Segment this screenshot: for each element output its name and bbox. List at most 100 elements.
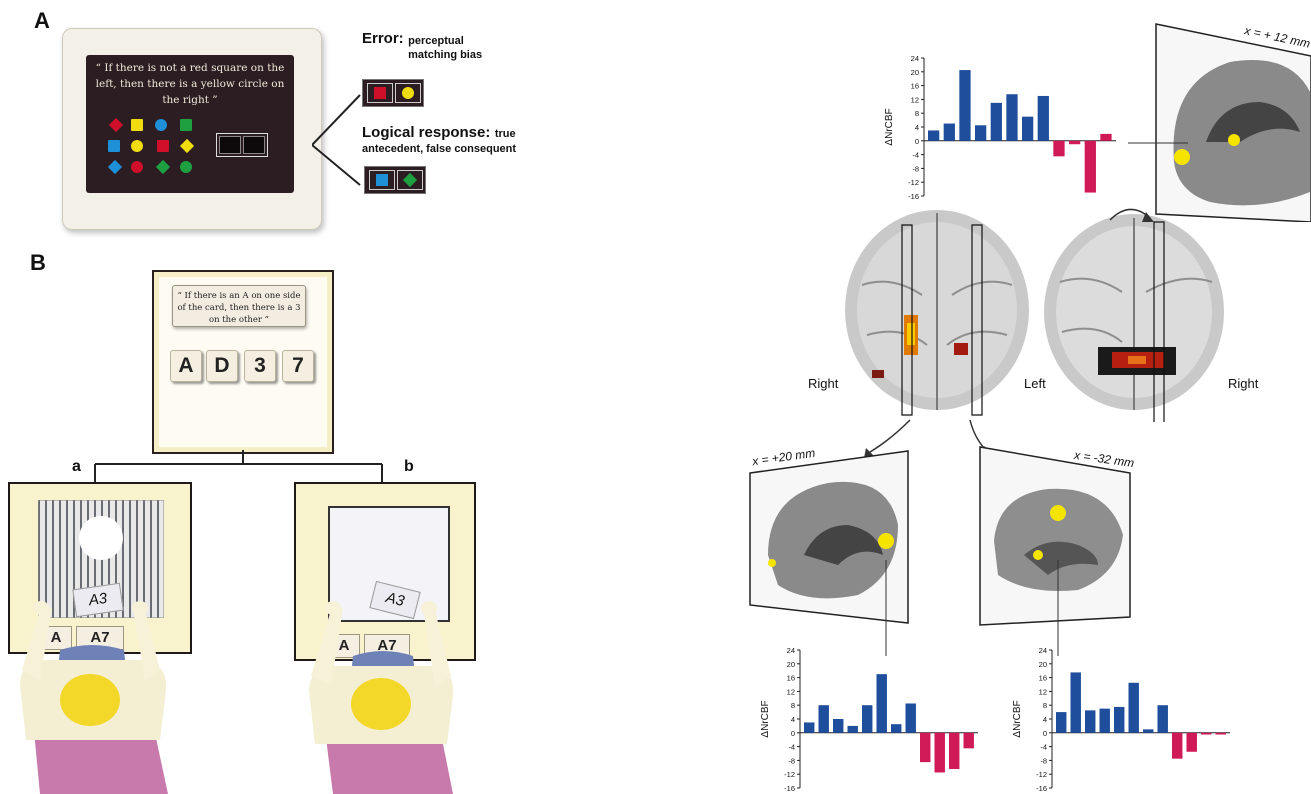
green-square-shape — [180, 119, 192, 131]
arrows — [864, 208, 1154, 458]
y-tick-label: 16 — [911, 82, 919, 91]
y-tick-label: -8 — [1040, 756, 1047, 765]
y-tick-label: -16 — [908, 192, 919, 201]
tile-3: 3 — [244, 350, 276, 382]
y-tick-label: -8 — [912, 164, 919, 173]
bar — [1114, 706, 1125, 733]
bar — [959, 70, 971, 141]
bar — [975, 125, 987, 141]
blue-square-shape — [108, 140, 120, 152]
back-view-right-label: Right — [1228, 376, 1259, 391]
error-description: perceptual matching bias — [408, 35, 483, 61]
bar — [1053, 140, 1065, 157]
y-tick-label: -12 — [1036, 770, 1047, 779]
y-axis-label: ΔNrCBF — [760, 700, 771, 737]
logical-answer-box — [364, 166, 426, 194]
logical-response-description: true antecedent, false consequent — [362, 128, 517, 155]
bar — [928, 130, 940, 141]
slice-pointer-top — [1128, 142, 1188, 144]
yellow-circle-shape — [131, 140, 143, 152]
y-tick-label: 4 — [791, 715, 795, 724]
y-tick-label: 8 — [915, 109, 919, 118]
green-diamond-shape — [402, 172, 418, 188]
y-tick-label: 4 — [915, 123, 919, 132]
bar — [891, 724, 902, 733]
y-tick-label: 4 — [1043, 715, 1047, 724]
error-title: Error: — [362, 30, 404, 47]
brain-front-view — [845, 210, 1029, 416]
panel-b-quote: “ If there is an A on one side of the ca… — [172, 285, 306, 327]
y-tick-label: 16 — [1039, 674, 1047, 683]
green-circle-shape — [180, 161, 192, 173]
y-tick-label: 20 — [1039, 660, 1047, 669]
y-tick-label: -16 — [1036, 784, 1047, 793]
condition-b-label: b — [404, 458, 414, 475]
tile-a: A — [170, 350, 202, 382]
bar — [934, 732, 945, 773]
sagittal-slice-top — [1155, 23, 1311, 222]
y-tick-label: 24 — [787, 646, 795, 655]
bar — [804, 722, 815, 733]
error-answer-box — [362, 79, 424, 107]
bar — [1099, 708, 1110, 733]
participant-figure-a — [20, 601, 168, 794]
red-square-shape — [374, 87, 386, 99]
tree-connector — [94, 450, 383, 482]
bar — [1085, 710, 1096, 733]
y-tick-label: -4 — [1040, 743, 1047, 752]
y-tick-label: 8 — [1043, 701, 1047, 710]
y-axis-label: ΔNrCBF — [1012, 700, 1023, 737]
tile-d: D — [206, 350, 238, 382]
y-tick-label: -8 — [788, 756, 795, 765]
bar — [876, 674, 887, 733]
bar — [1069, 140, 1081, 145]
y-tick-label: -12 — [908, 178, 919, 187]
y-tick-label: 8 — [791, 701, 795, 710]
participant-figure-b — [309, 601, 454, 794]
chart-bottom-right: 24 20 16 12 8 4 0 -4 -8 -12 -16 ΔNrCBF — [1012, 646, 1230, 793]
front-view-right-label: Right — [808, 376, 839, 391]
panel-a-quote: “ If there is not a red square on the le… — [95, 62, 285, 106]
bar — [1070, 672, 1081, 733]
bar — [1215, 732, 1226, 735]
y-tick-label: 24 — [911, 54, 919, 63]
bar — [963, 732, 974, 749]
answer-slots — [216, 133, 268, 157]
bar — [1157, 705, 1168, 733]
bar — [833, 719, 844, 733]
bar — [1186, 732, 1197, 752]
bar — [862, 705, 873, 733]
yellow-circle-shape — [402, 87, 414, 99]
y-tick-label: 16 — [787, 674, 795, 683]
y-axis-label: ΔNrCBF — [884, 108, 895, 145]
bar — [990, 102, 1002, 141]
logical-response-label: Logical response: true antecedent, false… — [362, 125, 562, 156]
y-tick-label: -16 — [784, 784, 795, 793]
chart-bottom-left: 24 20 16 12 8 4 0 -4 -8 -12 -16 ΔNrCBF — [760, 646, 978, 793]
bar — [1006, 94, 1018, 141]
striped-mask — [38, 500, 164, 618]
y-tick-label: 12 — [911, 95, 919, 104]
y-tick-label: 24 — [1039, 646, 1047, 655]
y-tick-label: -4 — [788, 743, 795, 752]
bar — [1022, 116, 1034, 141]
tile-7: 7 — [282, 350, 314, 382]
y-tick-label: -4 — [912, 151, 919, 160]
bar — [905, 703, 916, 733]
panel-a-letter: A — [34, 8, 50, 33]
error-label: Error: perceptual matching bias — [362, 30, 488, 62]
brain-back-view — [1044, 214, 1224, 422]
bar — [1143, 729, 1154, 733]
bar — [818, 705, 829, 733]
condition-a-label: a — [72, 458, 81, 475]
branch-connector — [312, 94, 361, 186]
y-tick-label: 12 — [787, 687, 795, 696]
y-tick-label: 0 — [791, 729, 795, 738]
bar — [1172, 732, 1183, 759]
blue-circle-shape — [155, 119, 167, 131]
yellow-square-shape — [131, 119, 143, 131]
back-view-left-label: Left — [1024, 376, 1046, 391]
chart-top: 24 20 16 12 8 4 0 -4 -8 -12 -16 ΔNrCBF — [884, 54, 1116, 201]
blue-square-shape — [376, 174, 388, 186]
y-tick-label: 12 — [1039, 687, 1047, 696]
